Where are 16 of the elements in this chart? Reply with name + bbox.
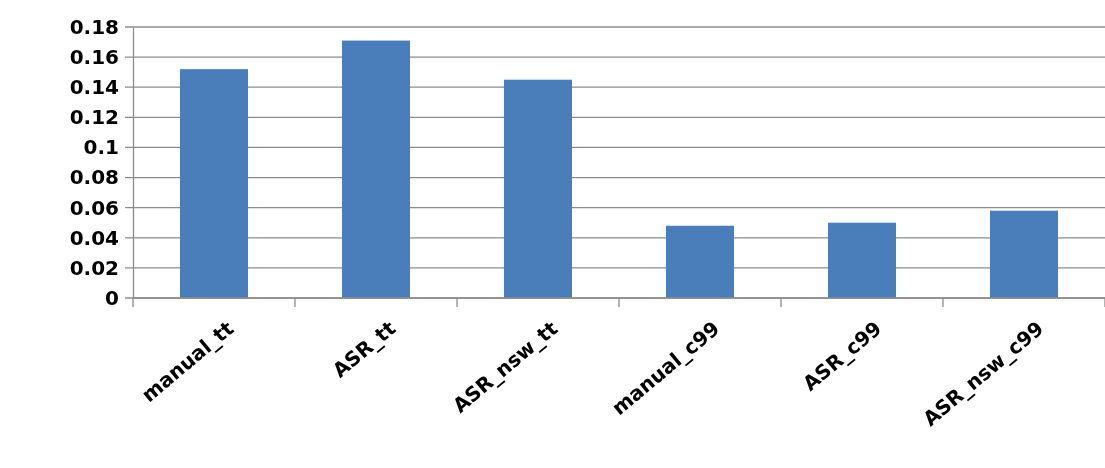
y-tick-label: 0.06 — [69, 195, 119, 220]
bar — [989, 210, 1059, 298]
bar — [179, 69, 249, 298]
y-tick-label: 0.02 — [69, 255, 119, 280]
y-tick-label: 0.16 — [69, 45, 119, 70]
y-tick-label: 0.12 — [69, 105, 119, 130]
y-tick-label: 0.1 — [83, 135, 119, 160]
bar — [827, 222, 897, 298]
y-tick-label: 0.18 — [69, 14, 119, 39]
y-tick-label: 0.04 — [69, 225, 119, 250]
y-tick-label: 0.08 — [69, 165, 119, 190]
y-tick-label: 0 — [105, 285, 119, 310]
y-tick-label: 0.14 — [69, 75, 119, 100]
bar — [665, 225, 735, 298]
bar — [341, 40, 411, 298]
bar — [503, 79, 573, 298]
